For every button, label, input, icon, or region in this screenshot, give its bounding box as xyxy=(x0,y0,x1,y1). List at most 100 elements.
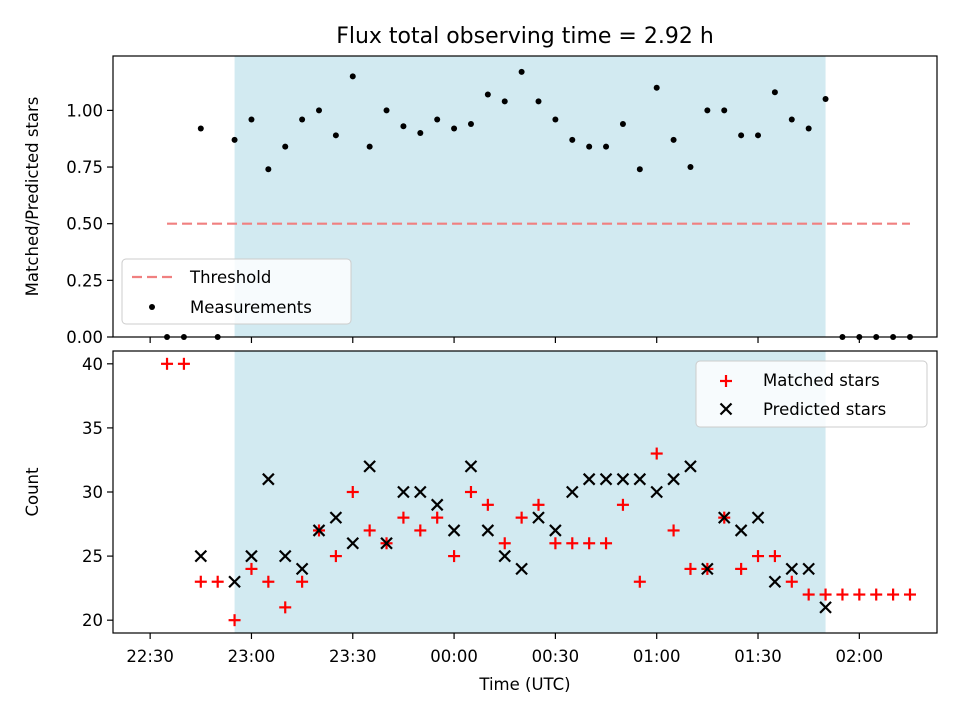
measurement-point xyxy=(332,132,339,139)
predicted-star-point xyxy=(464,460,478,473)
legend-measurements-swatch xyxy=(149,304,155,310)
cross-stroke-b xyxy=(566,485,579,499)
measurement-point xyxy=(518,68,525,75)
measurement-point xyxy=(231,136,238,143)
measurement-point xyxy=(484,91,491,98)
top-panel: 0.00 0.25 0.50 0.75 1.00 Matched/Predicted s… xyxy=(23,55,938,347)
matched-star-point xyxy=(802,588,815,601)
cross-stroke-b xyxy=(734,524,748,537)
measurement-point xyxy=(265,166,272,173)
predicted-star-point xyxy=(667,472,680,486)
matched-star-point xyxy=(363,524,376,537)
cross-stroke-b xyxy=(414,485,427,499)
matched-star-point xyxy=(785,575,798,588)
cross-stroke-b xyxy=(481,524,495,537)
matched-star-point xyxy=(583,537,596,550)
measurement-point xyxy=(586,143,593,150)
legend-threshold-label: Threshold xyxy=(189,268,271,287)
measurement-point xyxy=(755,132,762,139)
measurement-point xyxy=(501,98,508,105)
matched-star-point xyxy=(262,575,275,588)
measurement-point xyxy=(451,125,458,132)
matched-star-point xyxy=(684,562,697,575)
matched-star-point xyxy=(194,575,207,588)
predicted-star-point xyxy=(582,472,596,486)
legend-measurements-label: Measurements xyxy=(190,298,312,317)
measurement-point xyxy=(299,116,306,123)
predicted-star-point xyxy=(549,524,562,537)
measurement-point xyxy=(467,120,474,127)
matched-star-point xyxy=(279,601,292,614)
cross-stroke-b xyxy=(245,549,258,563)
bottom-y-axis-label: Count xyxy=(23,467,42,517)
measurement-point xyxy=(434,116,441,123)
predicted-star-point xyxy=(650,485,663,499)
matched-star-point xyxy=(515,511,528,524)
predicted-star-point xyxy=(363,460,376,473)
matched-star-point xyxy=(633,575,646,588)
bottom-plot-marks xyxy=(161,357,916,627)
cross-stroke-b xyxy=(447,524,461,537)
cross-stroke-b xyxy=(295,562,309,576)
legend-box xyxy=(121,258,352,325)
cross-stroke-b xyxy=(262,472,275,486)
measurement-point xyxy=(535,98,542,105)
legend-predicted-label: Predicted stars xyxy=(763,400,886,419)
cross-stroke-b xyxy=(430,498,444,512)
y-tick-label: 0.75 xyxy=(66,158,103,177)
measurement-point xyxy=(282,143,289,150)
cross-stroke-b xyxy=(464,460,478,473)
predicted-star-point xyxy=(802,562,815,576)
measurement-point xyxy=(569,136,576,143)
matched-star-point xyxy=(819,588,832,601)
matched-star-point xyxy=(296,575,309,588)
matched-star-point xyxy=(532,498,545,511)
cross-stroke-b xyxy=(633,472,647,486)
cross-stroke-b xyxy=(751,511,765,524)
cross-stroke-b xyxy=(278,549,292,563)
measurement-point xyxy=(788,116,795,123)
top-axes-frame xyxy=(112,55,938,338)
legend-box xyxy=(695,360,928,428)
cross-stroke-b xyxy=(312,524,326,537)
predicted-star-point xyxy=(194,549,208,563)
bottom-panel: 20 25 30 35 40 22:30 23:00 23:30 00:00 00:30 01:0… xyxy=(23,350,938,694)
predicted-star-point xyxy=(245,549,258,563)
x-tick-label: 23:30 xyxy=(329,647,377,666)
predicted-star-point xyxy=(481,524,495,537)
measurement-point xyxy=(197,125,204,132)
cross-stroke-b xyxy=(498,549,512,563)
measurement-point xyxy=(822,96,829,103)
y-tick-label: 35 xyxy=(82,419,103,438)
matched-star-point xyxy=(228,614,241,627)
predicted-star-point xyxy=(346,536,360,550)
matched-star-point xyxy=(245,562,258,575)
predicted-star-point xyxy=(430,498,444,512)
x-tick-label: 22:30 xyxy=(126,647,174,666)
top-x-ticks xyxy=(149,337,860,343)
top-y-axis-label: Matched/Predicted stars xyxy=(23,97,42,297)
matched-star-point xyxy=(346,486,359,498)
matched-star-point xyxy=(768,550,781,563)
predicted-star-point xyxy=(633,472,647,486)
predicted-star-point xyxy=(498,549,512,563)
measurement-point xyxy=(670,136,677,143)
cross-stroke-b xyxy=(616,472,630,486)
y-tick-label: 0.00 xyxy=(66,328,103,347)
measurement-point xyxy=(805,125,812,132)
y-tick-label: 25 xyxy=(82,547,103,566)
cross-stroke-b xyxy=(515,562,528,576)
measurement-point xyxy=(316,107,322,114)
x-tick-label: 01:00 xyxy=(633,647,681,666)
top-y-ticks: 0.00 0.25 0.50 0.75 1.00 xyxy=(66,101,113,347)
measurement-point xyxy=(349,73,356,80)
cross-stroke-b xyxy=(701,562,714,576)
predicted-star-point xyxy=(785,562,799,576)
y-tick-label: 20 xyxy=(82,611,103,630)
matched-star-point xyxy=(600,537,613,550)
measurement-point xyxy=(619,120,626,127)
matched-star-point xyxy=(853,588,866,601)
predicted-star-point xyxy=(616,472,630,486)
cross-stroke-b xyxy=(768,575,782,589)
predicted-star-point xyxy=(751,511,765,524)
